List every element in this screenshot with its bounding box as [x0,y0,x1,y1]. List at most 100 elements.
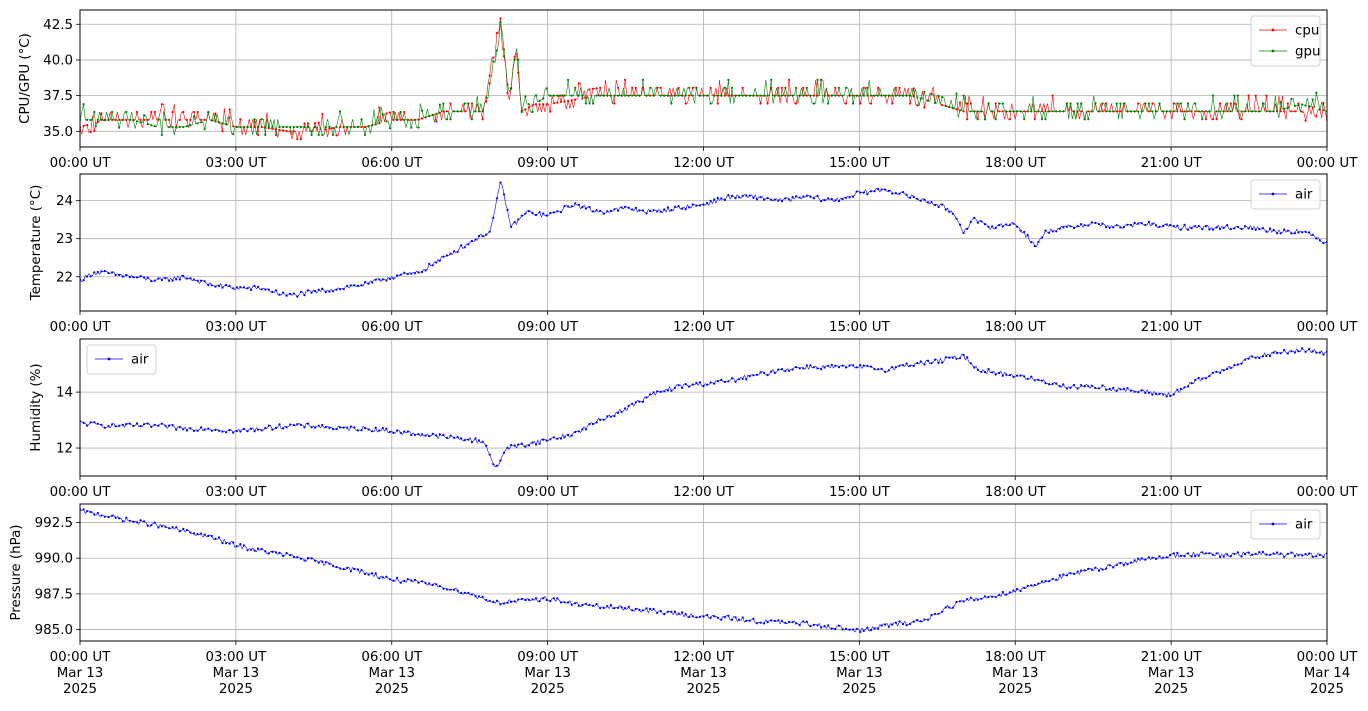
data-point [331,290,335,293]
data-point [1194,555,1197,558]
data-point [86,424,89,427]
data-point [413,433,416,436]
data-point [1215,370,1218,373]
data-point [787,78,791,81]
data-point [748,375,751,378]
data-point [869,365,873,368]
data-point [114,118,117,121]
data-point [253,549,256,552]
y-tick-label: 14 [56,386,73,401]
data-point [189,277,192,280]
data-point [1105,102,1108,105]
data-point [784,86,787,89]
data-point [228,108,231,111]
data-point [428,262,431,265]
data-point [844,627,848,630]
data-point [385,427,388,430]
x-tick-label: 00:00 UT [1297,485,1359,500]
data-point [182,274,185,278]
data-point [460,244,463,247]
data-point [574,430,577,434]
data-point [153,521,156,524]
data-point [1076,570,1079,573]
data-point [438,103,441,106]
data-point [431,583,434,587]
data-point [335,125,338,129]
data-point [1208,375,1211,378]
data-point [559,211,563,214]
data-point [577,82,580,85]
data-point [474,110,477,113]
data-point [278,551,281,555]
data-point [396,429,399,432]
data-point [877,368,880,371]
data-point [695,204,698,207]
data-point [923,90,926,93]
data-point [841,364,844,367]
data-point [581,603,584,607]
data-point [321,133,324,136]
data-point [1087,224,1090,227]
data-point [1286,352,1289,355]
y-tick-label: 992.5 [35,516,73,531]
data-point [335,565,338,569]
data-point [235,429,238,433]
data-point [467,102,470,105]
data-point [1137,110,1140,113]
data-point [944,104,947,108]
data-point [289,554,292,557]
data-point [745,94,748,97]
data-point [634,86,637,89]
data-point [1044,118,1047,121]
data-point [1201,377,1204,380]
data-point [1304,230,1307,233]
data-point [324,291,327,294]
data-point [185,529,188,532]
data-point [260,125,263,129]
data-point [805,620,808,623]
data-point [200,118,203,121]
data-point [1290,551,1293,554]
data-point [563,601,566,604]
data-point [862,629,865,633]
data-point [624,78,627,81]
data-point [955,217,958,220]
data-point [1236,225,1239,228]
data-point [510,225,513,228]
data-point [873,190,876,193]
data-point [606,415,609,418]
data-point [631,609,634,612]
data-point [684,208,687,211]
data-point [328,290,331,293]
data-point [1008,110,1012,113]
data-point [884,623,887,626]
data-point [474,437,477,440]
data-point [827,624,830,627]
data-point [506,83,509,86]
data-point [378,278,381,281]
data-point [249,548,253,551]
data-point [442,255,445,258]
data-point [844,102,848,105]
data-point [257,547,260,550]
data-point [1229,102,1232,105]
data-point [980,110,983,113]
data-point [980,597,983,600]
data-point [485,598,488,602]
data-point [1297,554,1300,557]
data-point [453,110,456,113]
data-point [328,125,331,129]
data-point [214,285,217,288]
series-air [80,508,1327,634]
data-point [221,542,224,545]
data-point [420,433,424,436]
data-point [691,203,694,206]
data-point [795,102,798,105]
data-point [235,125,238,129]
data-point [616,411,620,414]
data-point [706,613,709,617]
data-point [228,542,231,545]
data-point [96,118,99,121]
data-point [310,133,313,136]
data-point [873,368,876,371]
